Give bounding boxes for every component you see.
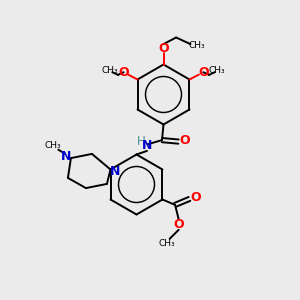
Text: O: O — [118, 66, 129, 79]
Text: O: O — [158, 42, 169, 56]
Text: N: N — [142, 139, 152, 152]
Text: CH₃: CH₃ — [188, 41, 205, 50]
Text: CH₃: CH₃ — [101, 66, 118, 75]
Text: O: O — [180, 134, 190, 148]
Text: O: O — [173, 218, 184, 231]
Text: N: N — [61, 149, 72, 163]
Text: CH₃: CH₃ — [159, 239, 175, 248]
Text: O: O — [198, 66, 209, 79]
Text: CH₃: CH₃ — [209, 66, 226, 75]
Text: N: N — [110, 165, 120, 178]
Text: CH₃: CH₃ — [45, 141, 61, 150]
Text: O: O — [190, 191, 201, 204]
Text: H: H — [136, 135, 146, 148]
